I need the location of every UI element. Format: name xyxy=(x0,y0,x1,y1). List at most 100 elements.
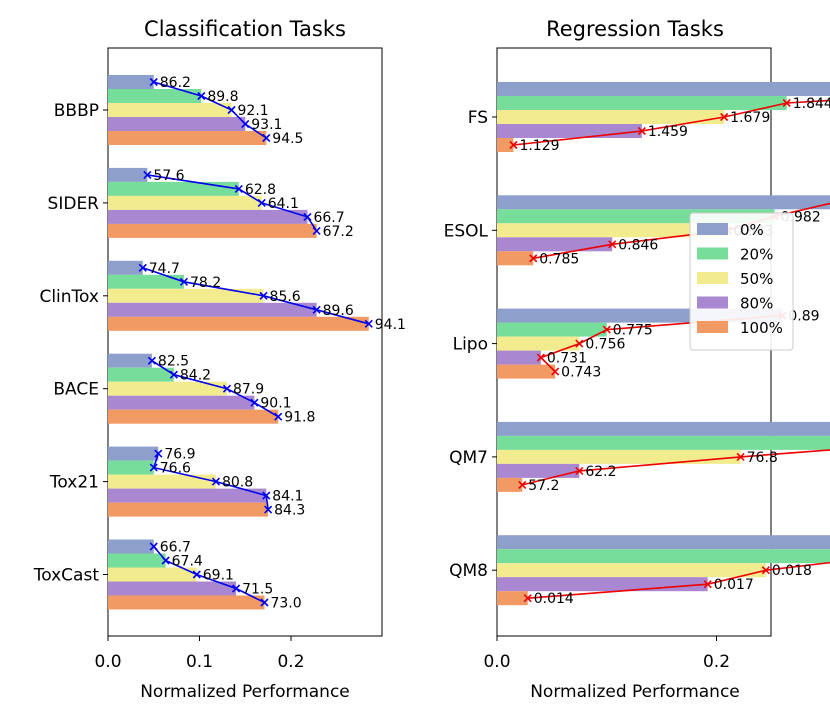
value-label-toxcast-2: 69.1 xyxy=(203,568,234,584)
value-label-lipo-2: 0.756 xyxy=(585,337,625,353)
bar-esol-0pct xyxy=(497,195,830,210)
marker-bbbp-1 xyxy=(197,91,206,101)
marker-toxcast-4 xyxy=(260,598,269,607)
value-label-clintox-2: 85.6 xyxy=(270,289,301,305)
value-label-qm7-3: 62.2 xyxy=(585,464,616,480)
bar-toxcast-80pct xyxy=(108,581,237,596)
marker-qm7-4 xyxy=(518,480,527,489)
legend-swatch-0pct xyxy=(697,223,728,235)
value-label-clintox-1: 78.2 xyxy=(190,275,221,291)
legend-box xyxy=(689,212,794,351)
value-label-lipo-1: 0.775 xyxy=(613,323,653,339)
value-label-qm8-2: 0.018 xyxy=(772,563,812,579)
marker-qm8-3 xyxy=(703,580,712,589)
bar-clintox-50pct xyxy=(108,288,264,303)
value-label-fs-3: 1.459 xyxy=(648,124,688,140)
legend: 0% 20% 50% 80% 100% xyxy=(689,212,794,351)
value-label-bbbp-0: 86.2 xyxy=(160,75,191,91)
bar-sider-100pct xyxy=(108,223,317,238)
bar-sider-0pct xyxy=(108,167,148,182)
value-label-toxcast-0: 66.7 xyxy=(160,540,191,556)
value-label-tox21-3: 84.1 xyxy=(272,489,303,505)
marker-bbbp-2 xyxy=(227,105,236,115)
bar-bbbp-0pct xyxy=(108,75,154,89)
legend-label-100pct: 100% xyxy=(740,319,783,337)
value-label-sider-4: 67.2 xyxy=(323,224,354,240)
bar-fs-0pct xyxy=(497,82,830,96)
legend-swatch-50pct xyxy=(697,272,728,284)
marker-bace-0 xyxy=(147,356,156,365)
bar-tox21-100pct xyxy=(108,502,269,517)
bar-esol-50pct xyxy=(497,223,728,238)
marker-tox21-4 xyxy=(264,505,273,514)
marker-fs-2 xyxy=(720,112,729,122)
marker-bbbp-0 xyxy=(149,77,158,87)
category-label-fs: FS xyxy=(468,108,488,128)
bar-toxcast-100pct xyxy=(108,595,265,610)
value-label-qm7-2: 76.8 xyxy=(747,450,778,466)
value-label-tox21-1: 76.6 xyxy=(160,461,191,477)
value-label-clintox-4: 94.1 xyxy=(375,317,406,333)
marker-sider-4 xyxy=(312,226,321,235)
marker-toxcast-2 xyxy=(192,570,201,579)
marker-fs-3 xyxy=(637,126,646,136)
marker-tox21-2 xyxy=(211,477,221,486)
marker-bace-2 xyxy=(222,384,232,393)
x-tick-label: 0.1 xyxy=(186,652,213,672)
value-label-bace-1: 84.2 xyxy=(180,368,211,384)
x-tick-label: 0.2 xyxy=(277,652,304,672)
marker-qm8-2 xyxy=(761,566,770,575)
marker-lipo-1 xyxy=(602,325,611,334)
marker-bace-4 xyxy=(274,412,283,421)
marker-toxcast-1 xyxy=(161,556,170,565)
legend-label-0pct: 0% xyxy=(740,221,764,239)
value-label-clintox-0: 74.7 xyxy=(149,261,180,277)
value-label-qm7-4: 57.2 xyxy=(528,478,559,494)
bar-fs-50pct xyxy=(497,110,725,124)
value-label-toxcast-4: 73.0 xyxy=(270,596,301,612)
value-label-esol-4: 0.785 xyxy=(539,251,579,267)
bar-qm7-80pct xyxy=(497,463,580,478)
bar-qm8-20pct xyxy=(497,549,830,564)
bar-fs-20pct xyxy=(497,96,787,110)
marker-sider-3 xyxy=(303,212,312,221)
bar-fs-80pct xyxy=(497,124,642,138)
category-label-bace: BACE xyxy=(53,380,99,400)
bar-toxcast-50pct xyxy=(108,567,197,582)
bar-bbbp-50pct xyxy=(108,103,232,117)
value-label-qm8-3: 0.017 xyxy=(714,577,754,593)
regression-title: Regression Tasks xyxy=(546,17,724,41)
classification-axes-frame xyxy=(107,47,383,637)
legend-swatch-20pct xyxy=(697,247,728,260)
classification-xlabel: Normalized Performance xyxy=(140,682,350,702)
marker-clintox-1 xyxy=(179,277,189,286)
category-label-sider: SIDER xyxy=(48,194,100,214)
marker-lipo-3 xyxy=(536,353,545,362)
value-label-qm8-4: 0.014 xyxy=(534,591,574,607)
regression-panel: Regression Tasks 2.4451.8441.6791.4591.1… xyxy=(444,17,830,702)
marker-qm7-2 xyxy=(736,452,745,461)
value-label-sider-1: 62.8 xyxy=(245,182,276,198)
category-label-esol: ESOL xyxy=(444,221,489,241)
marker-lipo-4 xyxy=(551,367,560,376)
value-label-fs-4: 1.129 xyxy=(519,138,559,154)
regression-xlabel: Normalized Performance xyxy=(530,682,740,702)
marker-bace-3 xyxy=(250,398,259,407)
bar-lipo-100pct xyxy=(497,364,556,379)
bar-qm8-50pct xyxy=(497,563,766,578)
bar-lipo-20pct xyxy=(497,322,607,337)
marker-bbbp-4 xyxy=(262,133,271,143)
marker-fs-1 xyxy=(782,98,791,108)
marker-bace-1 xyxy=(169,370,178,379)
marker-qm8-4 xyxy=(523,594,532,603)
bar-clintox-0pct xyxy=(108,260,143,275)
marker-tox21-1 xyxy=(149,463,158,472)
legend-label-20pct: 20% xyxy=(740,246,773,264)
marker-tox21-3 xyxy=(262,491,271,500)
bar-bbbp-80pct xyxy=(108,117,246,131)
marker-sider-0 xyxy=(143,170,152,179)
value-label-bbbp-2: 92.1 xyxy=(238,103,269,119)
value-label-bace-3: 90.1 xyxy=(260,396,291,412)
value-label-bbbp-1: 89.8 xyxy=(207,89,238,105)
bar-tox21-20pct xyxy=(108,460,154,475)
